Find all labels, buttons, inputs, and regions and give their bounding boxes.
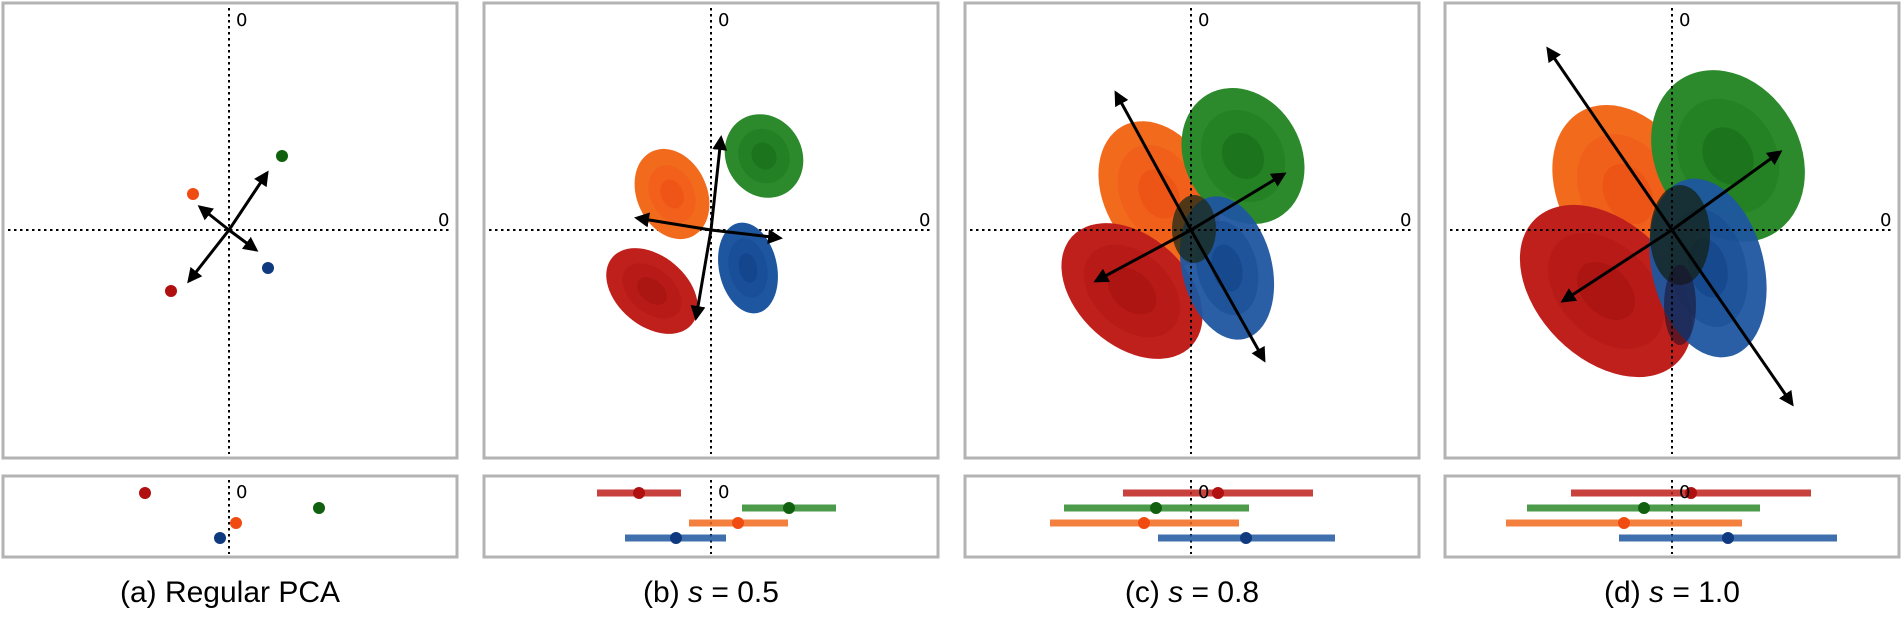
panel-c-strip-zero: 0 <box>1198 482 1209 503</box>
panel-b-ellipse-green <box>724 114 804 198</box>
panel-b-ellipse-blue <box>718 222 778 314</box>
panel-d-interval-blue-mean <box>1722 532 1734 544</box>
panel-a-arrow-3 <box>197 205 230 232</box>
panel-d-arrow-1 <box>1546 46 1674 231</box>
panel-d-zero-right: 0 <box>1880 210 1891 231</box>
panel-a-zero-top: 0 <box>236 10 247 31</box>
panel-c-arrow-4 <box>1093 228 1192 283</box>
panel-b-strip-zero: 0 <box>718 482 729 503</box>
panel-c-arrow-2 <box>1189 229 1266 363</box>
panel-d-overlap-dark-lower <box>1664 265 1696 345</box>
panel-d-zero-top: 0 <box>1679 10 1690 31</box>
panel-b-ellipse-red <box>606 248 698 334</box>
panel-a-caption: (a) Regular PCA <box>120 576 340 609</box>
panel-d: 0 0 0 (d) s = 1.0 <box>1443 1 1901 609</box>
panel-b-caption: (b) s = 0.5 <box>643 576 779 609</box>
panel-d-arrow-3 <box>1671 150 1783 232</box>
panel-d-overlap-dark <box>1650 185 1710 285</box>
panel-a-strip-zero: 0 <box>236 482 247 503</box>
panel-c-arrow-3 <box>1190 172 1287 232</box>
panel-b-interval-blue-mean <box>670 532 682 544</box>
panel-d-strip-zero: 0 <box>1679 482 1690 503</box>
panel-b-zero-top: 0 <box>718 10 729 31</box>
panel-c-zero-top: 0 <box>1198 10 1209 31</box>
panel-c-interval-orange-mean <box>1138 517 1150 529</box>
panel-c-interval-blue-mean <box>1240 532 1252 544</box>
panel-b-interval-orange-mean <box>732 517 744 529</box>
panel-a-strip-point-blue <box>214 532 226 544</box>
panel-d-interval-orange-mean <box>1618 517 1630 529</box>
panel-b-arrow-3 <box>634 212 712 232</box>
panel-b-zero-right: 0 <box>919 210 930 231</box>
panel-c-zero-right: 0 <box>1400 210 1411 231</box>
panel-b-arrow-2 <box>690 229 713 321</box>
panel-a-strip-point-orange <box>230 517 242 529</box>
panel-b-ellipse-orange <box>634 148 710 240</box>
panel-d-interval-red-mean <box>1685 487 1697 499</box>
panel-c-arrow-1 <box>1114 90 1193 231</box>
panel-a-strip-point-green <box>313 502 325 514</box>
panel-a-arrow-2 <box>187 229 231 284</box>
panel-a-arrow-4 <box>228 228 259 252</box>
panel-a-point-blue <box>262 262 274 274</box>
panel-b: 0 0 0 (b) s = 0.5 <box>482 1 940 609</box>
panel-c-caption: (c) s = 0.8 <box>1125 576 1259 609</box>
panel-a-strip-point-red <box>139 487 151 499</box>
panel-c-ellipse-red <box>1061 223 1203 359</box>
panel-a-zero-right: 0 <box>438 210 449 231</box>
panel-a-arrow-1 <box>227 170 269 231</box>
panel-b-interval-red-mean <box>633 487 645 499</box>
panel-d-caption: (d) s = 1.0 <box>1604 576 1740 609</box>
panel-c: 0 0 0 (c) s = 0.8 <box>963 1 1421 609</box>
panel-b-arrow-1 <box>709 135 728 231</box>
panel-c-interval-green-mean <box>1150 502 1162 514</box>
panel-a-point-green <box>276 150 288 162</box>
panel-c-interval-red-mean <box>1212 487 1224 499</box>
panel-d-interval-green-mean <box>1638 502 1650 514</box>
panel-d-arrow-4 <box>1560 228 1673 303</box>
panel-d-ellipse-red <box>1519 204 1693 378</box>
panel-b-interval-green-mean <box>783 502 795 514</box>
panel-a-point-orange <box>187 188 199 200</box>
panel-b-arrow-4 <box>710 228 783 245</box>
panel-a: 0 0 0 (a) Regular PCA <box>1 1 459 609</box>
panel-d-arrow-2 <box>1670 229 1794 407</box>
panel-a-point-red <box>165 285 177 297</box>
panel-c-ellipse-green <box>1181 88 1305 224</box>
